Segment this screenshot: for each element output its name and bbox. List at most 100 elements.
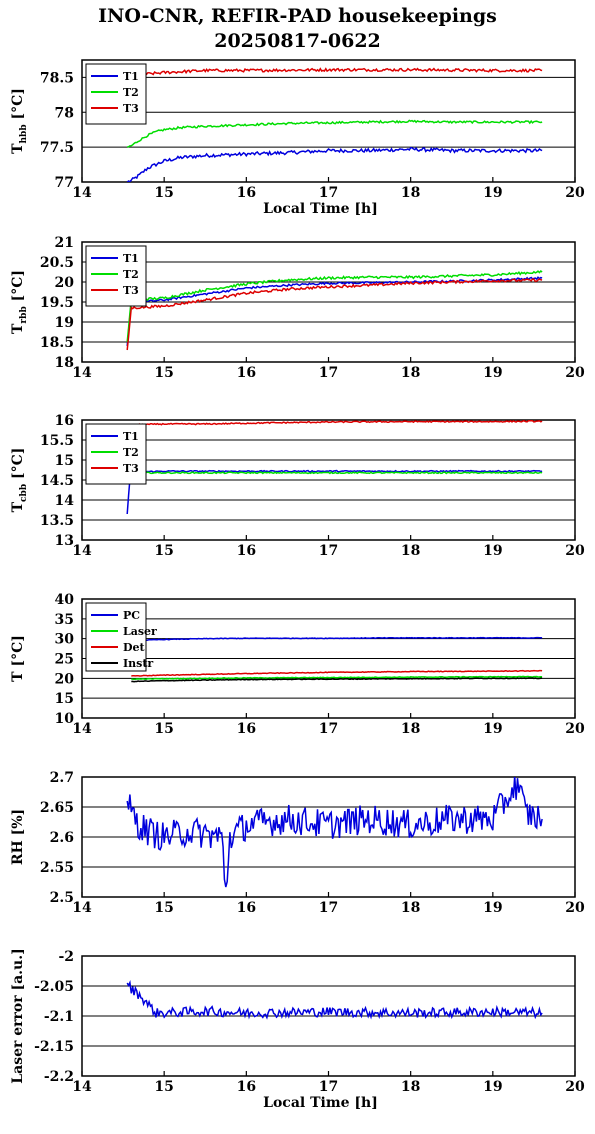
x-tick-label-5-5: 19 (483, 900, 502, 916)
y-tick-label-2-6: 21 (55, 235, 74, 251)
y-tick-label-5-1: 2.55 (40, 860, 74, 876)
legend-label-3-t3: T3 (123, 462, 139, 475)
x-tick-label-1-3: 17 (319, 185, 338, 201)
x-tick-label-6-3: 17 (319, 1079, 338, 1095)
y-axis-label-3: Tcbb [°C] (10, 448, 29, 513)
y-tick-label-4-5: 35 (55, 612, 74, 628)
y-axis-label-6: Laser error [a.u.] (10, 948, 26, 1083)
y-tick-label-1-2: 78 (55, 105, 74, 121)
series-line-2-t2 (126, 269, 543, 343)
y-tick-label-6-2: -2.1 (44, 1009, 74, 1025)
y-tick-label-3-2: 14 (55, 493, 75, 509)
series-line-5-data (126, 777, 543, 888)
x-tick-label-2-0: 14 (72, 365, 92, 381)
figure-title-line2: 20250817-0622 (214, 30, 381, 52)
y-tick-label-4-4: 30 (55, 632, 75, 648)
y-tick-label-4-2: 20 (55, 671, 75, 687)
figure-title-line1: INO-CNR, REFIR-PAD housekeepings (98, 5, 497, 27)
legend-label-3-t1: T1 (123, 430, 139, 443)
x-tick-label-5-3: 17 (319, 900, 338, 916)
series-line-3-t2 (131, 471, 543, 475)
x-tick-label-1-1: 15 (154, 185, 173, 201)
series-line-1-t3 (130, 67, 543, 82)
x-tick-label-2-3: 17 (319, 365, 338, 381)
chart-panel-4: 14 15 16 17 18 19 20 10 15 20 25 30 35 40 T [°C] PC Lase… (10, 592, 585, 737)
x-tick-label-6-4: 18 (401, 1079, 420, 1095)
x-tick-label-5-1: 15 (154, 900, 173, 916)
x-tick-label-6-0: 14 (72, 1079, 92, 1095)
legend-box-2 (85, 245, 147, 307)
x-tick-label-1-0: 14 (72, 185, 92, 201)
y-tick-label-2-3: 19.5 (40, 295, 74, 311)
y-tick-label-3-5: 15.5 (40, 433, 74, 449)
x-tick-label-1-6: 20 (565, 185, 585, 201)
x-tick-label-4-1: 15 (154, 721, 173, 737)
figure-title: INO-CNR, REFIR-PAD housekeepings 2025081… (0, 4, 595, 54)
x-axis-label-6: Local Time [h] (263, 1095, 378, 1111)
legend-label-4-pc: PC (123, 609, 140, 622)
series-line-3-t3 (131, 420, 543, 426)
x-tick-label-3-4: 18 (401, 543, 420, 559)
series-line-1-t1 (126, 146, 543, 182)
y-tick-label-2-0: 18 (55, 355, 74, 371)
y-tick-label-3-0: 13 (55, 533, 74, 549)
x-tick-label-1-4: 18 (401, 185, 420, 201)
y-tick-label-1-3: 78.5 (40, 70, 74, 86)
y-tick-label-4-0: 10 (55, 711, 75, 727)
series-line-3-t1 (126, 469, 543, 515)
legend-label-2-t1: T1 (123, 252, 139, 265)
x-tick-label-6-5: 19 (483, 1079, 502, 1095)
legend-box-3 (85, 423, 147, 485)
x-tick-label-2-4: 18 (401, 365, 420, 381)
x-tick-label-2-5: 19 (483, 365, 502, 381)
x-tick-label-4-5: 19 (483, 721, 502, 737)
x-tick-label-3-6: 20 (565, 543, 585, 559)
y-tick-label-5-4: 2.7 (50, 770, 74, 786)
y-tick-label-4-3: 25 (55, 652, 74, 668)
legend-label-2-t3: T3 (123, 284, 139, 297)
series-line-2-t1 (126, 276, 543, 347)
y-tick-label-6-1: -2.15 (34, 1039, 74, 1055)
y-tick-label-2-4: 20 (55, 275, 75, 291)
series-line-4-laser (131, 675, 543, 681)
y-tick-label-2-1: 18.5 (40, 335, 74, 351)
y-tick-label-6-4: -2 (58, 949, 74, 965)
x-tick-label-5-0: 14 (72, 900, 92, 916)
x-tick-label-1-2: 16 (237, 185, 256, 201)
y-tick-label-6-0: -2.2 (44, 1069, 74, 1085)
x-tick-label-3-0: 14 (72, 543, 92, 559)
x-tick-label-6-6: 20 (565, 1079, 585, 1095)
y-tick-label-4-6: 40 (55, 592, 75, 608)
x-tick-label-5-6: 20 (565, 900, 585, 916)
y-tick-label-6-3: -2.05 (34, 979, 74, 995)
y-tick-label-3-6: 16 (55, 413, 74, 429)
y-tick-label-1-0: 77 (55, 175, 74, 191)
y-axis-label-4: T [°C] (10, 635, 26, 682)
x-tick-label-3-2: 16 (237, 543, 256, 559)
legend-label-4-det: Det (123, 641, 146, 654)
x-tick-label-4-6: 20 (565, 721, 585, 737)
series-line-2-t3 (126, 278, 543, 351)
y-tick-label-5-0: 2.5 (50, 890, 74, 906)
x-tick-label-4-0: 14 (72, 721, 92, 737)
x-tick-label-2-1: 15 (154, 365, 173, 381)
x-tick-label-3-5: 19 (483, 543, 502, 559)
y-tick-label-3-4: 15 (55, 453, 74, 469)
legend-label-3-t2: T2 (123, 446, 139, 459)
y-tick-label-3-1: 13.5 (40, 513, 74, 529)
legend-label-1-t3: T3 (123, 102, 139, 115)
y-axis-label-5: RH [%] (10, 809, 26, 865)
y-tick-label-5-3: 2.65 (40, 800, 74, 816)
series-line-4-det (131, 669, 543, 677)
x-tick-label-6-1: 15 (154, 1079, 173, 1095)
x-tick-label-1-5: 19 (483, 185, 502, 201)
y-tick-label-2-2: 19 (55, 315, 74, 331)
x-tick-label-6-2: 16 (237, 1079, 256, 1095)
x-tick-label-2-2: 16 (237, 365, 256, 381)
legend-label-4-instr: Instr (123, 657, 153, 670)
chart-panel-2: 14 15 16 17 18 19 20 18 18.5 19 19.5 20 20.5 21 Trbb [… (10, 235, 585, 381)
x-tick-label-2-6: 20 (565, 365, 585, 381)
y-tick-label-5-2: 2.6 (50, 830, 74, 846)
series-line-4-instr (131, 677, 543, 683)
